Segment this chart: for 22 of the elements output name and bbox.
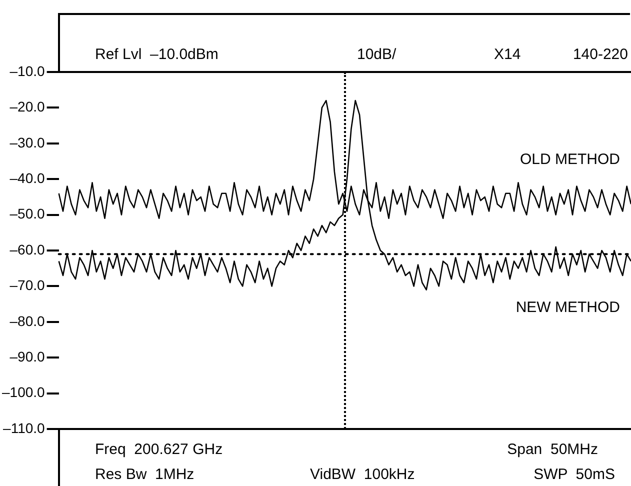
text: Span 50MHz: [507, 441, 598, 458]
y-tick-label: –90.0: [10, 348, 46, 364]
y-tick-label: –70.0: [10, 277, 46, 294]
y-tick-label: –50.0: [10, 206, 46, 222]
text: 10dB/: [357, 46, 398, 64]
y-tick-label: –80.0: [10, 312, 46, 329]
y-tick-label: –110.0: [3, 420, 46, 436]
y-tick-label: –60.0: [10, 241, 46, 258]
y-tick-label: –40.0: [10, 170, 46, 186]
y-tick-label: –20.0: [10, 98, 46, 115]
text: VidBW 100kHz: [310, 466, 415, 484]
y-tick-label: –30.0: [10, 134, 46, 150]
series-label: NEW METHOD: [516, 299, 620, 316]
text: Freq 200.627 GHz: [95, 441, 223, 458]
text: SWP 50mS: [534, 466, 615, 484]
series-label: OLD METHOD: [520, 151, 620, 168]
y-tick-label: –10.0: [10, 62, 46, 79]
text: X14: [494, 46, 521, 64]
text: 140-220: [572, 46, 628, 64]
y-tick-label: –100.0: [2, 384, 46, 400]
text: Res Bw 1MHz: [95, 466, 194, 484]
text: Ref Lvl –10.0dBm: [95, 46, 218, 64]
